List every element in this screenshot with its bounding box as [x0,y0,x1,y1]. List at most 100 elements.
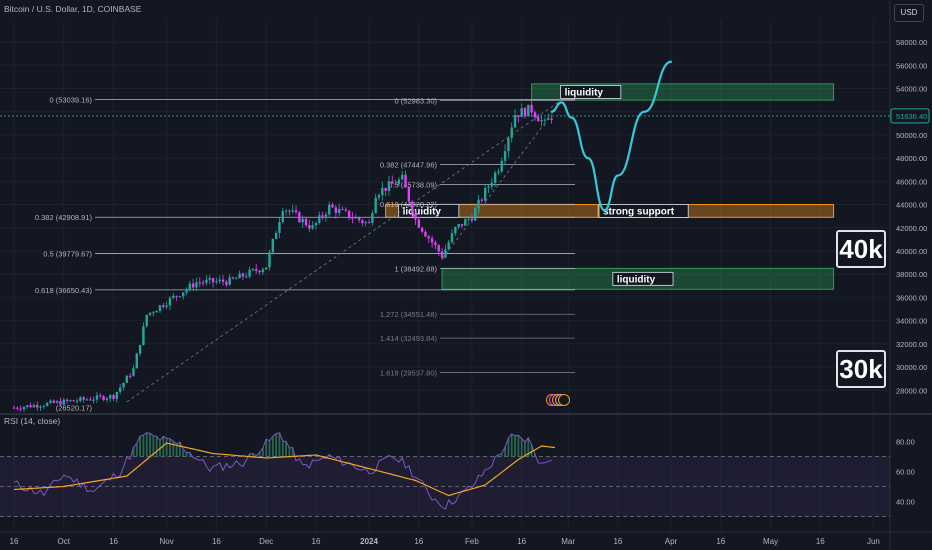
candle [145,314,148,327]
projection-path [550,60,673,212]
candle [304,218,308,226]
candle [324,214,328,217]
candle [255,268,258,271]
label-40k: 40k [836,230,886,268]
candle [26,405,29,408]
candle [89,399,92,401]
liquidity-top-label-box [560,85,622,99]
candle [278,222,281,233]
candle [537,117,540,122]
current-price-label: 51636.40 [896,112,927,121]
candle [168,297,172,306]
x-tick-label: Mar [561,537,575,546]
liquidity-bottom-label: liquidity [617,274,656,285]
candle [185,289,188,293]
liquidity-bottom-label-box [612,271,674,286]
rsi-title: RSI (14, close) [4,416,61,426]
currency-button[interactable]: USD [894,4,924,22]
candle [215,281,218,283]
liquidity-top-label: liquidity [565,87,604,98]
candle [22,407,26,410]
x-tick-label: 16 [613,537,622,546]
candle [507,138,510,152]
candle [341,208,344,210]
axes-layer: 28000.00 30000.00 32000.00 34000.00 36000.00… [10,38,930,546]
candle [294,210,298,213]
candle [29,405,32,408]
candle [477,199,480,209]
candle [467,218,470,220]
candle [238,273,241,279]
strong-support-label: strong support [603,206,675,217]
y-tick-label: 40000.00 [896,247,927,256]
candle [497,171,500,173]
fib-right-label: 1.272 (34551.48) [380,310,438,319]
candle [231,277,235,279]
candle [381,187,384,196]
candle [228,277,231,285]
candle [311,225,314,229]
candle [440,251,444,258]
candle [334,207,338,214]
candle [397,179,401,185]
candle [188,283,192,290]
label-30k: 30k [836,350,886,388]
rsi-tick-label: 60.00 [896,468,915,477]
candle [454,226,457,234]
x-tick-label: Feb [465,537,479,546]
candle [367,222,371,224]
candle [258,270,261,273]
candle [248,269,251,277]
rsi-tick-label: 40.00 [896,498,915,507]
candle [337,208,341,214]
candle [55,401,59,403]
candle [32,405,36,408]
candle [540,120,543,122]
candle [410,201,414,214]
trendline-dashed [441,101,562,260]
candle [175,295,178,297]
candle [178,296,182,298]
fib-left-label: 0.5 (39779.67) [43,250,92,259]
candle [195,282,198,288]
candle [158,305,162,311]
fib-right-label: 1.414 (32493.84) [380,334,438,343]
candle [424,231,427,237]
candle [414,213,417,220]
candle [550,118,553,120]
x-tick-label: 16 [109,537,118,546]
x-tick-label: Oct [58,537,71,546]
candle [125,375,129,383]
candle [527,104,530,117]
candle [493,172,497,183]
x-tick-label: May [763,537,778,546]
candle [291,210,294,212]
rsi-overbought-fill [132,432,536,457]
candle [42,405,46,407]
rsi-grid [0,456,890,517]
candle [208,278,211,280]
candle [12,407,16,409]
candle [281,211,284,223]
candle [118,387,122,392]
y-tick-label: 50000.00 [896,131,927,140]
candle [241,273,245,277]
candle [245,276,248,278]
candle [172,295,175,298]
fib-right-label: 0.382 (47447.96) [380,161,438,170]
candle [105,398,109,400]
candle [437,245,440,252]
x-tick-label: Apr [665,537,678,546]
candle [288,210,291,212]
candle [135,353,138,369]
fib-right-label: 0.618 (44028.22) [380,200,438,209]
y-tick-label: 34000.00 [896,317,927,326]
candle [321,215,324,217]
x-tick-label: 2024 [360,537,378,546]
candle [391,181,394,184]
candle [79,397,82,401]
candle [112,395,115,399]
candle [182,292,185,297]
candle [357,217,361,221]
